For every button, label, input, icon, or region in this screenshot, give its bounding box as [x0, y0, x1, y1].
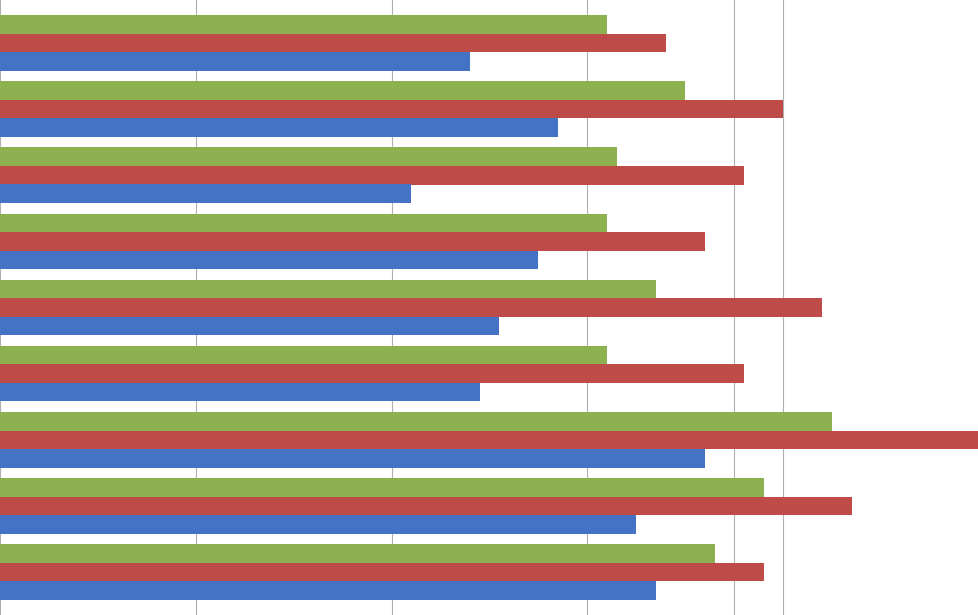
Bar: [0, 213, 606, 232]
Bar: [0, 346, 606, 364]
Bar: [0, 184, 411, 203]
Bar: [0, 430, 978, 449]
Bar: [0, 544, 714, 563]
Bar: [0, 581, 655, 600]
Bar: [0, 478, 763, 497]
Bar: [0, 148, 616, 166]
Bar: [0, 166, 743, 184]
Bar: [0, 563, 763, 581]
Bar: [0, 383, 479, 402]
Bar: [0, 412, 831, 430]
Bar: [0, 515, 636, 534]
Bar: [0, 280, 655, 298]
Bar: [0, 52, 469, 71]
Bar: [0, 118, 557, 137]
Bar: [0, 298, 822, 317]
Bar: [0, 100, 782, 118]
Bar: [0, 15, 606, 34]
Bar: [0, 317, 499, 335]
Bar: [0, 449, 704, 467]
Bar: [0, 364, 743, 383]
Bar: [0, 232, 704, 251]
Bar: [0, 81, 685, 100]
Bar: [0, 497, 851, 515]
Bar: [0, 251, 538, 269]
Bar: [0, 34, 665, 52]
